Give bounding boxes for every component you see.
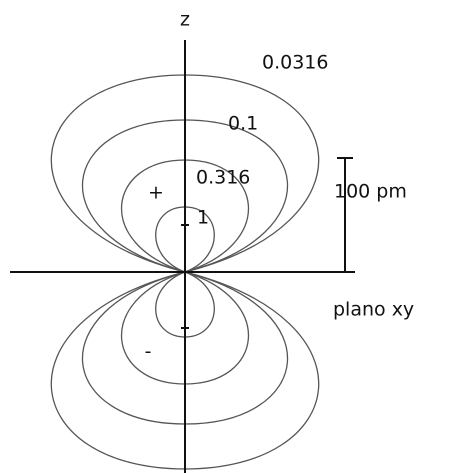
contour-label: 1	[197, 207, 209, 229]
plane-label: plano xy	[333, 299, 414, 321]
scale-label: 100 pm	[334, 181, 407, 203]
sign-label: -	[145, 341, 152, 363]
contour-label: 0.1	[228, 113, 258, 135]
axis-label: z	[180, 9, 190, 31]
sign-label: +	[148, 182, 164, 204]
contour-label: 0.316	[196, 167, 250, 189]
contour-label: 0.0316	[262, 52, 328, 74]
